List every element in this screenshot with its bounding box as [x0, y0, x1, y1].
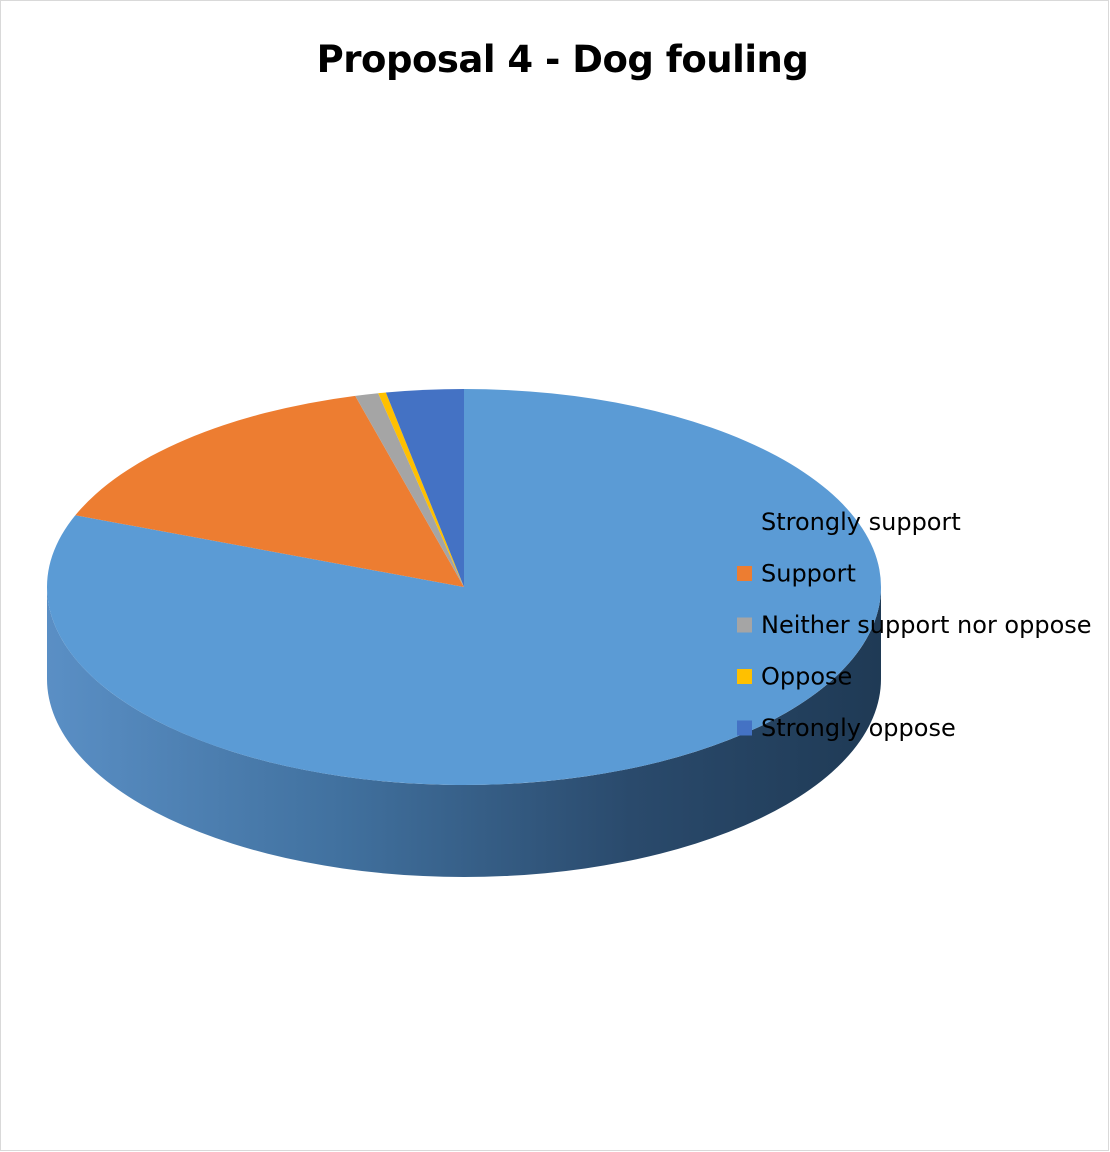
legend-swatch — [737, 617, 752, 633]
pie-side-wall — [47, 587, 881, 877]
pie-slice-strongly-support — [46, 389, 881, 785]
legend-label: Strongly oppose — [761, 714, 956, 742]
legend-swatch — [737, 514, 752, 530]
pie-side-wall-shape — [47, 587, 881, 877]
chart-title: Proposal 4 - Dog fouling — [316, 38, 809, 81]
pie-slice-support — [75, 395, 464, 587]
pie-slice-oppose — [378, 392, 464, 587]
legend: Strongly support Support Neither support n… — [737, 508, 1092, 742]
pie-top — [46, 389, 881, 785]
legend-label: Oppose — [761, 663, 852, 691]
legend-swatch — [737, 566, 752, 581]
legend-label: Strongly support — [761, 508, 961, 536]
legend-swatch — [737, 720, 752, 736]
legend-swatch — [737, 669, 752, 684]
pie-slice-neither-support-nor-oppose — [355, 393, 464, 587]
legend-label: Support — [761, 560, 856, 588]
legend-label: Neither support nor oppose — [761, 611, 1092, 639]
pie-slice-strongly-oppose — [385, 389, 464, 587]
